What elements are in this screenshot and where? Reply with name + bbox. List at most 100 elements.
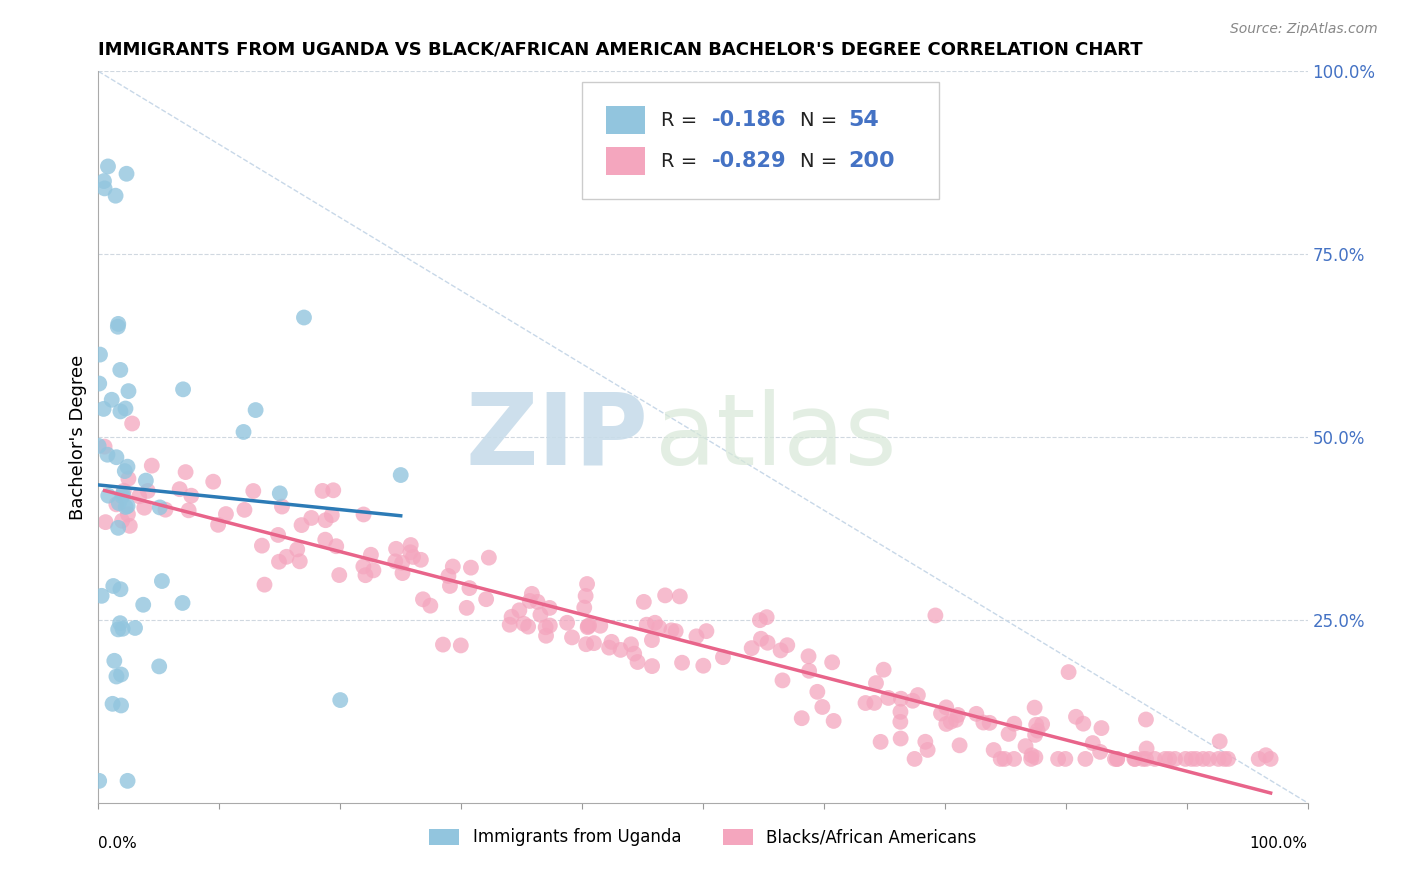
Point xyxy=(1123,752,1146,766)
Point xyxy=(1021,748,1043,763)
Point xyxy=(600,635,623,649)
Point xyxy=(207,517,229,532)
Point xyxy=(93,440,115,454)
Point xyxy=(202,475,225,489)
Point xyxy=(965,706,987,721)
Point xyxy=(121,417,143,431)
Point xyxy=(1002,752,1025,766)
Point xyxy=(538,601,561,615)
Text: 200: 200 xyxy=(848,152,894,171)
Point xyxy=(574,600,596,615)
Point xyxy=(589,619,612,633)
Point xyxy=(671,656,693,670)
Point xyxy=(1064,710,1087,724)
Point xyxy=(299,511,322,525)
Point xyxy=(1185,752,1208,766)
Point xyxy=(575,589,598,603)
Point xyxy=(806,685,828,699)
Point xyxy=(1181,752,1204,766)
Point xyxy=(311,483,333,498)
Point xyxy=(439,579,461,593)
Point xyxy=(501,610,523,624)
Point xyxy=(1208,734,1230,748)
Point xyxy=(412,592,434,607)
Point xyxy=(1031,717,1053,731)
Point xyxy=(623,647,645,661)
Point xyxy=(538,618,561,632)
Point xyxy=(384,554,406,568)
Point xyxy=(692,658,714,673)
Point xyxy=(872,663,894,677)
Point xyxy=(993,752,1015,766)
Point xyxy=(1071,716,1094,731)
Point xyxy=(756,636,779,650)
Point xyxy=(177,503,200,517)
Point xyxy=(245,403,267,417)
Point xyxy=(89,376,111,391)
Point xyxy=(108,616,131,631)
Point xyxy=(389,468,412,483)
Text: atlas: atlas xyxy=(655,389,896,485)
Point xyxy=(1088,745,1111,759)
Point xyxy=(661,624,683,638)
Point xyxy=(935,700,957,714)
Point xyxy=(1054,752,1077,766)
Point xyxy=(1104,752,1126,766)
Text: 0.0%: 0.0% xyxy=(98,836,138,851)
Point xyxy=(391,566,413,580)
Point xyxy=(1247,752,1270,766)
Point xyxy=(1024,750,1046,764)
Point xyxy=(402,549,425,564)
Point xyxy=(811,700,834,714)
Point xyxy=(101,697,124,711)
Point xyxy=(1057,665,1080,679)
Point xyxy=(115,167,138,181)
Point xyxy=(797,649,820,664)
Point xyxy=(110,404,132,418)
Text: IMMIGRANTS FROM UGANDA VS BLACK/AFRICAN AMERICAN BACHELOR'S DEGREE CORRELATION C: IMMIGRANTS FROM UGANDA VS BLACK/AFRICAN … xyxy=(98,41,1143,59)
Point xyxy=(997,727,1019,741)
Point xyxy=(641,633,664,648)
Bar xyxy=(606,106,645,135)
Point xyxy=(94,515,117,529)
Point xyxy=(561,631,583,645)
Point xyxy=(636,617,658,632)
Point xyxy=(105,450,128,465)
Point xyxy=(741,641,763,656)
Point xyxy=(118,519,141,533)
Point xyxy=(576,619,599,633)
Point xyxy=(107,317,129,331)
Text: R =: R = xyxy=(661,111,703,130)
Point xyxy=(1090,721,1112,735)
Point xyxy=(512,616,534,631)
Point xyxy=(315,513,337,527)
Point xyxy=(169,482,191,496)
Point xyxy=(935,717,957,731)
Point xyxy=(267,555,290,569)
Point xyxy=(949,739,972,753)
Point xyxy=(180,489,202,503)
Point xyxy=(253,577,276,591)
Point xyxy=(1192,752,1215,766)
Point xyxy=(1208,752,1230,766)
Point xyxy=(385,541,408,556)
Point xyxy=(97,489,120,503)
Point xyxy=(755,610,778,624)
Point xyxy=(107,319,129,334)
Point xyxy=(972,715,994,730)
Point xyxy=(776,638,799,652)
Point xyxy=(1164,752,1187,766)
Point xyxy=(105,497,128,511)
Text: 54: 54 xyxy=(848,111,879,130)
Point xyxy=(575,637,598,651)
Point xyxy=(112,483,135,498)
Point xyxy=(555,615,578,630)
Point xyxy=(1260,752,1282,766)
Point xyxy=(360,548,382,562)
Point xyxy=(409,553,432,567)
Point xyxy=(865,676,887,690)
Text: Source: ZipAtlas.com: Source: ZipAtlas.com xyxy=(1230,22,1378,37)
Point xyxy=(285,542,308,557)
Point xyxy=(269,486,291,500)
Point xyxy=(665,624,688,639)
